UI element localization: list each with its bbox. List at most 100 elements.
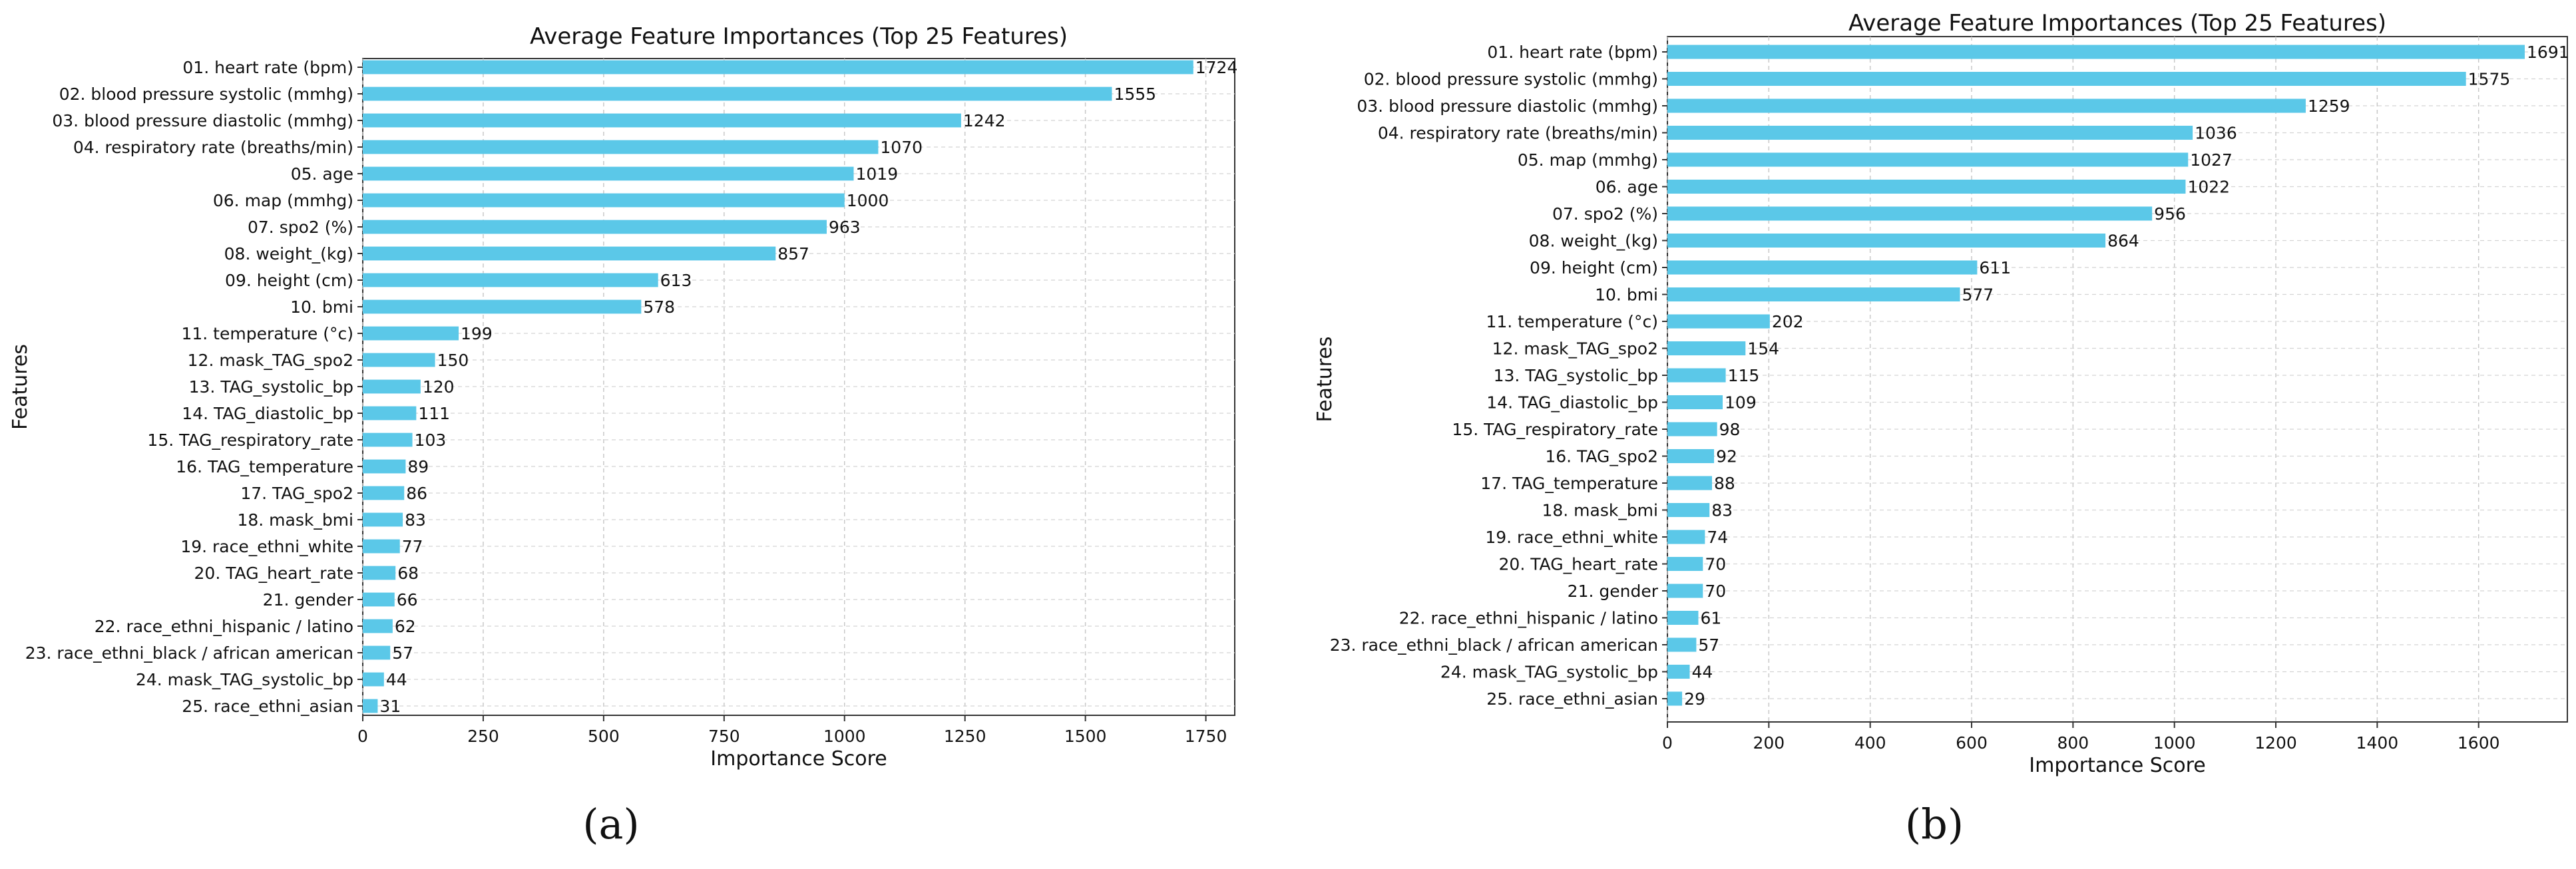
data-label: 199 — [461, 324, 493, 343]
panel-label: (b) — [1905, 800, 1964, 848]
data-label: 57 — [392, 643, 413, 663]
bar — [1667, 179, 2186, 194]
x-tick-label: 750 — [708, 727, 740, 746]
category-label: 23. race_ethni_black / african american — [25, 643, 353, 663]
category-label: 12. mask_TAG_spo2 — [188, 351, 353, 370]
bar — [1667, 476, 1713, 490]
x-tick-labels: 0 200 400 600 800 1000 1200 1400 1600 — [1662, 722, 2500, 753]
x-tick-label: 800 — [2057, 733, 2089, 753]
bar — [363, 140, 879, 154]
bar — [1667, 637, 1697, 652]
data-label: 44 — [1692, 663, 1713, 682]
category-labels: 01. heart rate (bpm) 02. blood pressure s… — [1330, 43, 1667, 709]
data-labels: 1724 1555 1242 1070 1019 1000 963 857 613 578 199 1… — [379, 58, 1237, 716]
data-label: 92 — [1716, 447, 1737, 466]
data-label: 1242 — [963, 111, 1006, 130]
x-tick-label: 1400 — [2356, 733, 2399, 753]
data-label: 963 — [829, 218, 861, 237]
chart-panel-a: 01. heart rate (bpm) 02. blood pressure s… — [9, 23, 1237, 848]
data-label: 44 — [386, 670, 407, 689]
category-label: 11. temperature (°c) — [181, 324, 353, 343]
category-label: 02. blood pressure systolic (mmhg) — [1364, 70, 1658, 89]
category-label: 13. TAG_systolic_bp — [1494, 366, 1658, 385]
category-label: 16. TAG_temperature — [176, 457, 353, 476]
data-label: 74 — [1707, 528, 1728, 547]
data-label: 956 — [2154, 204, 2186, 224]
bar — [363, 299, 642, 314]
data-label: 1019 — [856, 164, 899, 184]
data-label: 89 — [407, 457, 429, 476]
category-label: 25. race_ethni_asian — [1486, 689, 1658, 709]
category-label: 04. respiratory rate (breaths/min) — [73, 138, 353, 157]
category-label: 23. race_ethni_black / african american — [1330, 635, 1658, 655]
x-tick-label: 200 — [1753, 733, 1785, 753]
data-label: 61 — [1700, 609, 1721, 628]
category-label: 24. mask_TAG_systolic_bp — [1440, 663, 1658, 682]
bar — [1667, 152, 2189, 167]
bar — [363, 406, 417, 421]
data-label: 1691 — [2527, 43, 2569, 62]
category-label: 05. age — [291, 164, 353, 184]
data-label: 120 — [423, 377, 455, 397]
category-label: 14. TAG_diastolic_bp — [1486, 393, 1658, 413]
data-label: 83 — [405, 510, 426, 530]
data-label: 578 — [643, 297, 675, 317]
category-label: 20. TAG_heart_rate — [1499, 555, 1658, 574]
category-label: 24. mask_TAG_systolic_bp — [136, 670, 353, 689]
category-label: 07. spo2 (%) — [1552, 204, 1658, 224]
x-tick-label: 1000 — [2153, 733, 2196, 753]
category-label: 21. gender — [1568, 582, 1659, 601]
data-label: 86 — [406, 484, 427, 503]
bar-series — [363, 60, 1193, 713]
chart-title: Average Feature Importances (Top 25 Feat… — [1848, 10, 2386, 37]
x-tick-label: 1200 — [2254, 733, 2297, 753]
bar — [1667, 395, 1723, 410]
x-tick-label: 250 — [467, 727, 499, 746]
x-tick-label: 0 — [357, 727, 368, 746]
bar — [363, 433, 413, 447]
data-label: 1070 — [880, 138, 923, 157]
category-label: 17. TAG_temperature — [1480, 474, 1658, 493]
bar — [363, 166, 854, 181]
category-label: 03. blood pressure diastolic (mmhg) — [52, 111, 353, 130]
bar — [363, 326, 459, 341]
bar — [1667, 610, 1699, 625]
category-label: 09. height (cm) — [1530, 258, 1658, 277]
bar — [363, 592, 395, 607]
data-label: 77 — [402, 537, 423, 556]
x-tick-label: 600 — [1956, 733, 1988, 753]
category-label: 08. weight_(kg) — [1529, 232, 1658, 251]
bar — [363, 87, 1112, 101]
bar — [1667, 422, 1717, 436]
category-label: 12. mask_TAG_spo2 — [1492, 339, 1658, 359]
category-label: 19. race_ethni_white — [1485, 528, 1658, 547]
bar — [363, 353, 435, 367]
bar — [363, 512, 403, 527]
category-label: 10. bmi — [1595, 285, 1658, 305]
category-label: 11. temperature (°c) — [1486, 312, 1658, 331]
data-label: 150 — [437, 351, 469, 370]
category-label: 09. height (cm) — [225, 271, 353, 290]
x-tick-label: 500 — [588, 727, 620, 746]
bar — [1667, 556, 1703, 572]
bar — [1667, 368, 1726, 383]
category-label: 22. race_ethni_hispanic / latino — [1399, 609, 1658, 628]
data-label: 70 — [1705, 555, 1726, 574]
category-label: 22. race_ethni_hispanic / latino — [95, 617, 353, 636]
bar — [1667, 233, 2106, 248]
x-tick-label: 1250 — [944, 727, 986, 746]
x-tick-label: 1500 — [1064, 727, 1107, 746]
data-label: 154 — [1747, 339, 1779, 359]
data-label: 577 — [1962, 285, 1994, 305]
category-label: 25. race_ethni_asian — [182, 697, 353, 716]
data-label: 115 — [1728, 366, 1760, 385]
bar — [1667, 314, 1770, 329]
category-label: 18. mask_bmi — [237, 510, 353, 530]
category-label: 05. map (mmhg) — [1518, 150, 1658, 170]
data-label: 66 — [397, 590, 418, 609]
bar — [363, 193, 845, 208]
data-label: 611 — [1979, 258, 2011, 277]
y-axis-label: Features — [9, 344, 32, 430]
bar — [1667, 341, 1746, 356]
